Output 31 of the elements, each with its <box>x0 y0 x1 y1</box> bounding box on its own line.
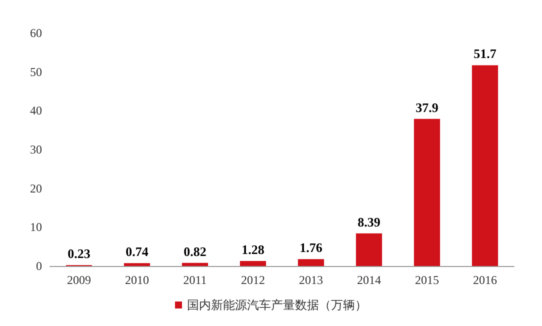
bar <box>240 261 266 266</box>
bar <box>124 263 150 266</box>
data-label: 1.28 <box>242 242 265 258</box>
data-label: 0.23 <box>68 246 91 262</box>
bar <box>182 262 208 266</box>
y-tick-label: 40 <box>30 104 42 118</box>
x-tick-label: 2012 <box>241 273 265 287</box>
x-tick-label: 2015 <box>415 273 439 287</box>
y-tick-label: 50 <box>30 64 42 79</box>
x-tick-label: 2011 <box>183 273 207 287</box>
x-tick-label: 2016 <box>473 273 497 287</box>
bar <box>414 118 440 266</box>
y-tick-label: 20 <box>30 181 42 196</box>
data-label: 0.74 <box>126 244 149 260</box>
x-tick-label: 2009 <box>67 273 91 287</box>
legend-label: 国内新能源汽车产量数据（万辆） <box>187 298 367 312</box>
x-tick-label: 2014 <box>357 273 381 287</box>
y-tick-label: 0 <box>36 259 42 273</box>
data-label: 0.82 <box>184 244 206 259</box>
y-tick-label: 30 <box>30 142 42 156</box>
x-tick-label: 2010 <box>125 273 149 287</box>
x-tick-label: 2013 <box>299 273 323 287</box>
data-label: 8.39 <box>358 214 381 230</box>
y-tick-label: 60 <box>30 26 42 40</box>
data-label: 1.76 <box>300 240 323 256</box>
bar <box>298 259 324 266</box>
data-label: 51.7 <box>474 46 497 62</box>
bar <box>472 65 498 266</box>
data-label: 37.9 <box>416 100 439 115</box>
y-tick-label: 10 <box>30 220 42 234</box>
bar <box>356 233 382 266</box>
